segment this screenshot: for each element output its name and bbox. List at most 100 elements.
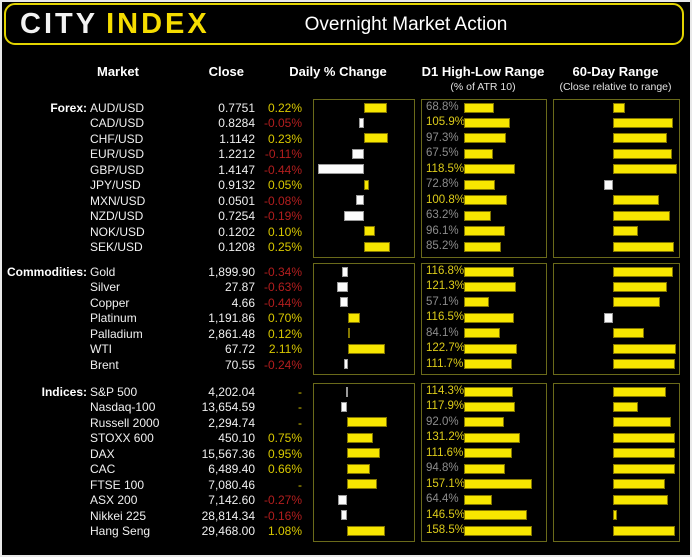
market-name: MXN/USD (90, 193, 146, 208)
close-value: 4.66 (231, 295, 255, 310)
market-name: JPY/USD (90, 178, 141, 193)
d1-range-value: 116.5% (426, 311, 465, 324)
sixty-day-range-row (554, 193, 679, 208)
daily-change-value: -0.44% (263, 162, 302, 177)
d1-range-bar (464, 195, 508, 206)
column-header-close: Close (208, 64, 244, 79)
daily-change-value: 0.66% (267, 462, 302, 477)
sixty-day-range-chart (553, 99, 680, 258)
header-bar: CITY INDEX Overnight Market Action (4, 3, 684, 45)
daily-change-bar-row (314, 415, 414, 430)
d1-range-bar (464, 179, 496, 190)
market-name: DAX (90, 446, 115, 461)
market-name: ASX 200 (90, 493, 138, 508)
section-label (2, 147, 87, 162)
sixty-day-range-row (554, 523, 679, 538)
daily-change-value: 0.12% (267, 326, 302, 341)
daily-change-bar-row (314, 446, 414, 461)
sixty-day-range-bar (604, 179, 613, 190)
d1-range-row: 118.5% (422, 162, 546, 177)
column-header-d1-range: D1 High-Low Range (421, 64, 545, 79)
section-label (2, 163, 87, 178)
d1-range-row: 131.2% (422, 430, 546, 445)
sixty-day-range-row (554, 162, 679, 177)
section-label (2, 431, 87, 446)
daily-change-bar (347, 479, 378, 490)
d1-range-bar (464, 133, 506, 144)
market-name: Russell 2000 (90, 415, 160, 430)
close-value: 13,654.59 (201, 400, 255, 415)
daily-change-bar (347, 463, 371, 474)
table-row: CHF/USD 1.1142 0.23% (2, 132, 302, 147)
market-name: WTI (90, 342, 112, 357)
d1-range-bar (464, 343, 517, 354)
d1-range-value: 146.5% (426, 508, 466, 521)
daily-change-bar (336, 282, 348, 293)
sixty-day-range-bar (613, 510, 617, 521)
d1-range-bar (464, 266, 515, 277)
table-row: EUR/USD 1.2212 -0.11% (2, 147, 302, 162)
d1-range-value: 158.5% (426, 523, 466, 536)
d1-range-bar (464, 494, 492, 505)
close-value: 4,202.04 (208, 385, 255, 399)
daily-change-value: -0.44% (263, 295, 302, 310)
section-label (2, 342, 87, 357)
d1-range-bar (464, 241, 501, 252)
sixty-day-range-bar (613, 525, 675, 536)
close-value: 0.9132 (218, 178, 255, 193)
d1-range-value: 68.8% (426, 101, 459, 113)
daily-change-bar-row (314, 399, 414, 414)
market-name: Hang Seng (90, 523, 151, 538)
sixty-day-range-bar (613, 494, 668, 505)
close-value: 0.7254 (218, 209, 255, 224)
sixty-day-range-bar (613, 164, 677, 175)
table-row: Indices: S&P 500 4,202.04 - (2, 385, 302, 400)
column-header-market: Market (97, 64, 139, 79)
section-label (2, 311, 87, 326)
close-value: 1,191.86 (208, 311, 255, 326)
close-value: 0.7751 (218, 101, 255, 115)
close-value: 0.8284 (218, 116, 255, 131)
d1-range-bar (464, 210, 492, 221)
market-name: Platinum (90, 311, 137, 326)
daily-change-bar (345, 386, 348, 397)
market-name: CHF/USD (90, 131, 144, 146)
daily-change-value: 2.11% (268, 342, 302, 357)
city-index-logo: CITY INDEX (20, 8, 210, 41)
table-row: WTI 67.72 2.11% (2, 342, 302, 357)
market-name: NZD/USD (90, 209, 144, 224)
section-label (2, 280, 87, 295)
section-label (2, 194, 87, 209)
table-row: Nasdaq-100 13,654.59 - (2, 400, 302, 415)
daily-change-bar-row (314, 208, 414, 223)
section-text-rows: Commodities: Gold 1,899.90 -0.34% Silver 27.8… (2, 265, 302, 373)
section-label (2, 296, 87, 311)
table-row: DAX 15,567.36 0.95% (2, 447, 302, 462)
table-row: Nikkei 225 28,814.34 -0.16% (2, 509, 302, 524)
d1-range-bar (464, 226, 506, 237)
daily-change-bar-row (314, 115, 414, 130)
d1-range-chart: 116.8% 121.3% 57.1% 116.5% 84.1% 122.7% 111.7% (421, 263, 547, 376)
close-value: 67.72 (224, 342, 255, 357)
d1-range-value: 97.3% (426, 131, 459, 144)
daily-change-bar-row (314, 100, 414, 115)
daily-change-value: -0.11% (264, 147, 302, 162)
d1-range-bar (464, 102, 494, 113)
daily-change-value: -0.16% (263, 508, 302, 523)
d1-range-value: 57.1% (426, 295, 459, 308)
d1-range-row: 100.8% (422, 193, 546, 208)
daily-change-value: 1.08% (267, 523, 302, 538)
close-value: 28,814.34 (201, 508, 255, 523)
d1-range-bar (464, 525, 533, 536)
table-row: GBP/USD 1.4147 -0.44% (2, 163, 302, 178)
daily-change-value: - (298, 477, 302, 492)
daily-change-value: 0.70% (267, 311, 302, 326)
daily-change-value: 0.25% (267, 239, 302, 254)
daily-change-value: -0.27% (263, 493, 302, 508)
daily-change-bar (348, 343, 385, 354)
sixty-day-range-row (554, 415, 679, 430)
d1-range-value: 94.8% (426, 462, 459, 475)
d1-range-value: 92.0% (426, 415, 459, 428)
d1-range-value: 118.5% (426, 162, 465, 175)
